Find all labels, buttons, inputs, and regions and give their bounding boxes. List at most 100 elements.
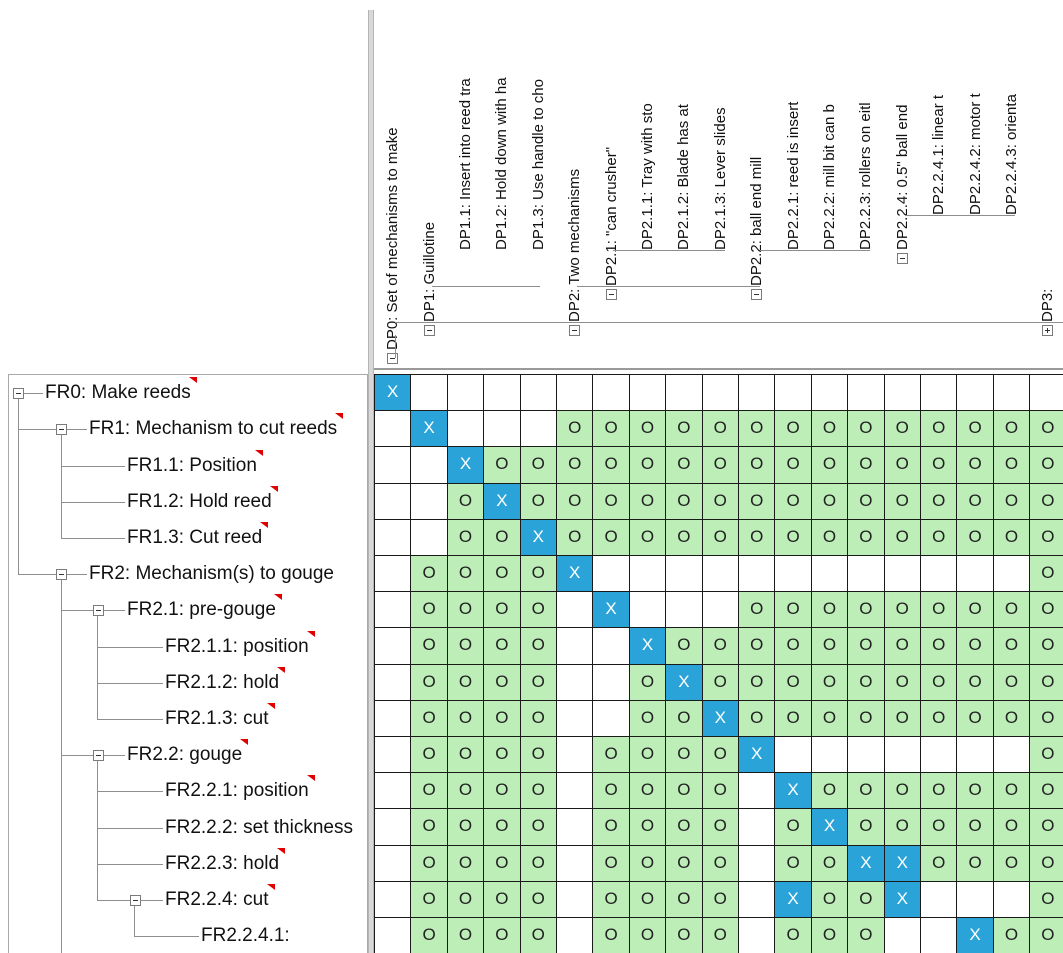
matrix-cell-o[interactable]: O	[446, 555, 485, 593]
matrix-cell-empty[interactable]	[701, 374, 739, 412]
matrix-cell-o[interactable]: O	[701, 736, 739, 774]
matrix-cell-o[interactable]: O	[519, 627, 557, 665]
matrix-cell-o[interactable]: O	[883, 482, 921, 520]
matrix-cell-empty[interactable]	[883, 555, 921, 593]
matrix-cell-o[interactable]: O	[847, 917, 885, 953]
matrix-cell-empty[interactable]	[956, 555, 994, 593]
matrix-cell-empty[interactable]	[628, 555, 667, 593]
matrix-cell-o[interactable]: O	[665, 518, 703, 556]
matrix-cell-x[interactable]: X	[374, 374, 412, 412]
matrix-cell-empty[interactable]	[738, 772, 776, 810]
matrix-cell-empty[interactable]	[374, 555, 412, 593]
matrix-cell-o[interactable]: O	[956, 446, 994, 484]
collapse-icon[interactable]	[93, 750, 104, 762]
matrix-cell-empty[interactable]	[774, 374, 812, 412]
matrix-cell-o[interactable]: O	[992, 410, 1031, 448]
matrix-cell-o[interactable]: O	[956, 410, 994, 448]
matrix-cell-o[interactable]: O	[483, 736, 521, 774]
matrix-cell-o[interactable]: O	[774, 518, 812, 556]
matrix-cell-o[interactable]: O	[628, 880, 667, 918]
matrix-cell-empty[interactable]	[665, 591, 703, 629]
matrix-cell-o[interactable]: O	[920, 808, 958, 846]
matrix-cell-o[interactable]: O	[410, 772, 448, 810]
matrix-cell-o[interactable]: O	[519, 772, 557, 810]
matrix-cell-o[interactable]: O	[920, 410, 958, 448]
matrix-cell-o[interactable]: O	[665, 627, 703, 665]
split-pane-divider[interactable]	[368, 10, 374, 953]
matrix-cell-empty[interactable]	[774, 736, 812, 774]
matrix-cell-o[interactable]: O	[483, 555, 521, 593]
matrix-cell-o[interactable]: O	[1029, 410, 1063, 448]
matrix-cell-o[interactable]: O	[883, 627, 921, 665]
matrix-cell-o[interactable]: O	[483, 772, 521, 810]
matrix-cell-o[interactable]: O	[956, 627, 994, 665]
matrix-cell-x[interactable]: X	[410, 410, 448, 448]
matrix-cell-o[interactable]: O	[592, 917, 630, 953]
matrix-cell-o[interactable]: O	[774, 627, 812, 665]
collapse-icon[interactable]	[423, 325, 435, 336]
matrix-cell-o[interactable]: O	[701, 627, 739, 665]
collapse-icon[interactable]	[56, 569, 67, 581]
matrix-cell-empty[interactable]	[738, 555, 776, 593]
matrix-cell-empty[interactable]	[592, 374, 630, 412]
matrix-cell-o[interactable]: O	[920, 482, 958, 520]
matrix-cell-x[interactable]: X	[956, 917, 994, 953]
matrix-cell-empty[interactable]	[592, 699, 630, 737]
matrix-cell-o[interactable]: O	[701, 482, 739, 520]
matrix-cell-o[interactable]: O	[883, 663, 921, 701]
matrix-cell-o[interactable]: O	[628, 410, 667, 448]
matrix-cell-o[interactable]: O	[992, 446, 1031, 484]
matrix-cell-o[interactable]: O	[883, 446, 921, 484]
fr-node-label[interactable]: FR0: Make reeds	[45, 382, 191, 404]
fr-node-label[interactable]: FR2: Mechanism(s) to gouge	[89, 563, 334, 585]
matrix-cell-o[interactable]: O	[956, 699, 994, 737]
matrix-cell-o[interactable]: O	[992, 627, 1031, 665]
matrix-cell-empty[interactable]	[374, 627, 412, 665]
matrix-cell-o[interactable]: O	[738, 699, 776, 737]
matrix-cell-empty[interactable]	[738, 880, 776, 918]
matrix-cell-empty[interactable]	[738, 917, 776, 953]
matrix-cell-empty[interactable]	[374, 446, 412, 484]
matrix-cell-o[interactable]: O	[628, 844, 667, 882]
matrix-cell-o[interactable]: O	[738, 591, 776, 629]
matrix-cell-o[interactable]: O	[774, 699, 812, 737]
matrix-cell-o[interactable]: O	[1029, 917, 1063, 953]
matrix-cell-o[interactable]: O	[446, 591, 485, 629]
matrix-cell-empty[interactable]	[556, 663, 594, 701]
dp-column-label[interactable]: DP2.2.4.3: orienta	[1003, 94, 1020, 215]
matrix-cell-o[interactable]: O	[410, 591, 448, 629]
fr-node-label[interactable]: FR2.1.2: hold	[165, 671, 280, 693]
matrix-cell-o[interactable]: O	[446, 736, 485, 774]
matrix-cell-o[interactable]: O	[628, 736, 667, 774]
matrix-cell-empty[interactable]	[592, 663, 630, 701]
collapse-icon[interactable]	[387, 353, 399, 364]
matrix-cell-o[interactable]: O	[774, 808, 812, 846]
dp-column-label[interactable]: DP2.1.1: Tray with sto	[639, 103, 656, 250]
matrix-cell-o[interactable]: O	[956, 772, 994, 810]
dp-column-label[interactable]: DP2: Two mechanisms	[566, 168, 584, 322]
fr-node-label[interactable]: FR2.2.1: position	[165, 780, 309, 802]
matrix-cell-empty[interactable]	[556, 591, 594, 629]
fr-node-label[interactable]: FR2.2.4: cut	[165, 888, 269, 910]
matrix-cell-o[interactable]: O	[665, 482, 703, 520]
matrix-cell-x[interactable]: X	[701, 699, 739, 737]
matrix-cell-empty[interactable]	[556, 699, 594, 737]
dp-column-label[interactable]: DP2.1.3: Lever slides	[711, 107, 729, 250]
matrix-cell-o[interactable]: O	[446, 518, 485, 556]
matrix-cell-o[interactable]: O	[1029, 591, 1063, 629]
matrix-cell-o[interactable]: O	[810, 917, 849, 953]
matrix-cell-o[interactable]: O	[847, 880, 885, 918]
matrix-cell-o[interactable]: O	[847, 446, 885, 484]
matrix-cell-o[interactable]: O	[1029, 627, 1063, 665]
matrix-cell-o[interactable]: O	[410, 917, 448, 953]
matrix-cell-empty[interactable]	[556, 844, 594, 882]
matrix-cell-empty[interactable]	[956, 374, 994, 412]
matrix-cell-x[interactable]: X	[738, 736, 776, 774]
matrix-cell-o[interactable]: O	[883, 518, 921, 556]
dp-column-label[interactable]: DP1.2: Hold down with ha	[493, 77, 511, 250]
matrix-cell-o[interactable]: O	[883, 591, 921, 629]
fr-node-label[interactable]: FR1.2: Hold reed	[127, 490, 272, 512]
matrix-cell-empty[interactable]	[810, 736, 849, 774]
matrix-cell-o[interactable]: O	[519, 736, 557, 774]
matrix-cell-o[interactable]: O	[1029, 482, 1063, 520]
